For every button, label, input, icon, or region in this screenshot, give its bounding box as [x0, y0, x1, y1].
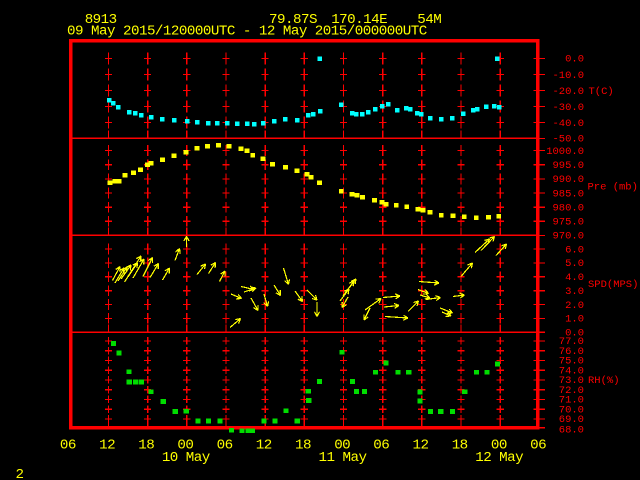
svg-text:71.0: 71.0	[559, 395, 584, 407]
svg-text:09 May 2015/120000UTC - 12 May: 09 May 2015/120000UTC - 12 May 2015/0000…	[67, 24, 427, 40]
svg-text:2.0: 2.0	[565, 300, 584, 312]
svg-text:00: 00	[491, 438, 507, 454]
svg-text:77.0: 77.0	[559, 336, 584, 348]
svg-text:12: 12	[99, 438, 115, 454]
svg-text:8913: 8913	[85, 12, 117, 28]
svg-text:995.0: 995.0	[552, 160, 584, 172]
svg-text:06: 06	[217, 438, 233, 454]
svg-text:Pre (mb): Pre (mb)	[588, 182, 638, 194]
svg-text:18: 18	[138, 438, 154, 454]
svg-text:SPD(MPS): SPD(MPS)	[588, 279, 638, 291]
svg-text:6.0: 6.0	[565, 244, 584, 256]
svg-text:12 May: 12 May	[475, 450, 524, 466]
svg-text:12: 12	[256, 438, 272, 454]
svg-text:74.0: 74.0	[559, 365, 584, 377]
svg-text:5.0: 5.0	[565, 258, 584, 270]
svg-text:76.0: 76.0	[559, 346, 584, 358]
svg-text:12: 12	[413, 438, 429, 454]
svg-text:73.0: 73.0	[559, 375, 584, 387]
svg-text:-30.0: -30.0	[552, 102, 584, 114]
svg-text:0.0: 0.0	[565, 54, 584, 66]
svg-text:18: 18	[452, 438, 468, 454]
svg-text:69.0: 69.0	[559, 414, 584, 426]
svg-text:75.0: 75.0	[559, 356, 584, 368]
svg-text:-10.0: -10.0	[552, 70, 584, 82]
svg-text:-20.0: -20.0	[552, 86, 584, 98]
svg-text:2: 2	[16, 467, 25, 480]
svg-text:4.0: 4.0	[565, 272, 584, 284]
svg-text:980.0: 980.0	[552, 203, 584, 215]
svg-text:06: 06	[530, 438, 546, 454]
svg-text:79.87S: 79.87S	[269, 12, 317, 28]
svg-text:00: 00	[177, 438, 193, 454]
svg-text:-40.0: -40.0	[552, 118, 584, 130]
svg-text:3.0: 3.0	[565, 286, 584, 298]
svg-text:RH(%): RH(%)	[588, 375, 620, 387]
svg-text:54M: 54M	[417, 12, 441, 28]
svg-text:T(C): T(C)	[589, 86, 614, 98]
svg-text:06: 06	[373, 438, 389, 454]
svg-text:70.0: 70.0	[559, 404, 584, 416]
svg-text:970.0: 970.0	[552, 231, 584, 243]
svg-text:68.0: 68.0	[559, 424, 584, 436]
svg-text:975.0: 975.0	[552, 217, 584, 229]
svg-text:00: 00	[334, 438, 350, 454]
svg-text:990.0: 990.0	[552, 174, 584, 186]
svg-text:-50.0: -50.0	[552, 134, 584, 146]
svg-text:0.0: 0.0	[565, 328, 584, 340]
svg-text:985.0: 985.0	[552, 188, 584, 200]
svg-text:10 May: 10 May	[162, 450, 211, 466]
svg-text:1.0: 1.0	[565, 314, 584, 326]
svg-text:18: 18	[295, 438, 311, 454]
svg-text:170.14E: 170.14E	[331, 12, 387, 28]
svg-text:1000.0: 1000.0	[546, 146, 584, 158]
svg-text:72.0: 72.0	[559, 385, 584, 397]
svg-text:11 May: 11 May	[319, 450, 368, 466]
svg-text:06: 06	[60, 438, 76, 454]
